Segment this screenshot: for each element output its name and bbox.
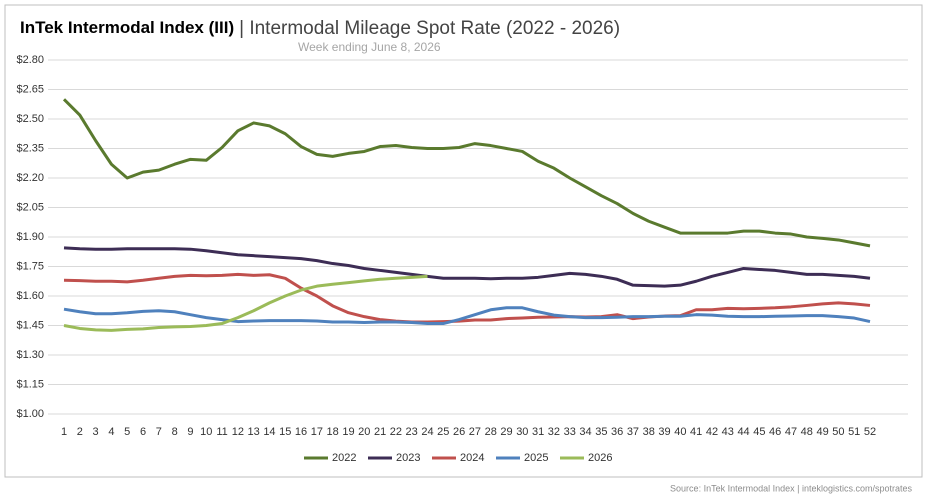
series-line bbox=[63, 306, 871, 326]
x-tick-label: 45 bbox=[753, 426, 765, 438]
x-tick-label: 18 bbox=[327, 426, 339, 438]
y-tick-label: $1.90 bbox=[16, 231, 44, 243]
x-tick-label: 26 bbox=[453, 426, 465, 438]
x-tick-label: 48 bbox=[801, 426, 813, 438]
series-line bbox=[63, 272, 871, 324]
x-tick-label: 21 bbox=[374, 426, 386, 438]
x-tick-label: 7 bbox=[156, 426, 162, 438]
x-tick-label: 30 bbox=[516, 426, 528, 438]
x-tick-label: 52 bbox=[864, 426, 876, 438]
x-tick-label: 20 bbox=[358, 426, 370, 438]
x-tick-label: 11 bbox=[216, 426, 227, 438]
x-tick-label: 15 bbox=[279, 426, 291, 438]
title-main: InTek Intermodal Index (III) bbox=[20, 18, 234, 37]
x-tick-label: 12 bbox=[232, 426, 244, 438]
series-line bbox=[63, 246, 871, 288]
legend-label: 2026 bbox=[588, 452, 612, 464]
y-tick-label: $1.00 bbox=[16, 408, 44, 420]
x-tick-label: 8 bbox=[172, 426, 178, 438]
x-tick-label: 2 bbox=[77, 426, 83, 438]
x-tick-label: 24 bbox=[421, 426, 433, 438]
y-tick-label: $2.05 bbox=[16, 201, 44, 213]
x-tick-label: 31 bbox=[532, 426, 544, 438]
x-tick-label: 38 bbox=[643, 426, 655, 438]
x-tick-label: 1 bbox=[61, 426, 67, 438]
y-tick-label: $2.35 bbox=[16, 142, 44, 154]
x-tick-label: 9 bbox=[187, 426, 193, 438]
x-tick-label: 35 bbox=[595, 426, 607, 438]
x-tick-label: 51 bbox=[848, 426, 860, 438]
x-tick-label: 29 bbox=[500, 426, 512, 438]
x-tick-label: 10 bbox=[200, 426, 212, 438]
y-tick-label: $2.80 bbox=[16, 54, 44, 66]
x-tick-label: 50 bbox=[832, 426, 844, 438]
y-tick-label: $1.45 bbox=[16, 319, 44, 331]
x-tick-label: 39 bbox=[658, 426, 670, 438]
x-tick-label: 37 bbox=[627, 426, 639, 438]
subtitle: Week ending June 8, 2026 bbox=[298, 40, 441, 54]
source: Source: InTek Intermodal Index | inteklo… bbox=[670, 483, 912, 493]
x-tick-label: 33 bbox=[564, 426, 576, 438]
x-tick-label: 17 bbox=[311, 426, 323, 438]
series-line bbox=[62, 98, 871, 248]
x-tick-label: 3 bbox=[93, 426, 99, 438]
x-tick-label: 40 bbox=[674, 426, 686, 438]
title-suffix: | Intermodal Mileage Spot Rate (2022 - 2… bbox=[239, 18, 620, 39]
legend-label: 2023 bbox=[396, 452, 420, 464]
y-tick-label: $2.65 bbox=[16, 83, 44, 95]
x-tick-label: 25 bbox=[437, 426, 449, 438]
y-tick-label: $2.50 bbox=[16, 113, 44, 125]
x-tick-label: 28 bbox=[485, 426, 497, 438]
x-tick-label: 4 bbox=[108, 426, 114, 438]
series-line bbox=[63, 274, 428, 332]
x-tick-label: 32 bbox=[548, 426, 560, 438]
x-tick-label: 42 bbox=[706, 426, 718, 438]
x-tick-label: 27 bbox=[469, 426, 481, 438]
x-tick-label: 34 bbox=[579, 426, 591, 438]
x-tick-label: 14 bbox=[263, 426, 275, 438]
x-tick-label: 46 bbox=[769, 426, 781, 438]
y-tick-label: $1.75 bbox=[16, 260, 44, 272]
x-tick-label: 41 bbox=[690, 426, 702, 438]
legend-label: 2025 bbox=[524, 452, 548, 464]
x-tick-label: 19 bbox=[342, 426, 354, 438]
chart-border bbox=[4, 4, 923, 478]
legend-label: 2024 bbox=[460, 452, 484, 464]
chart-title: InTek Intermodal Index (III) | Intermodal… bbox=[20, 18, 620, 39]
y-tick-label: $2.20 bbox=[16, 172, 44, 184]
x-tick-label: 22 bbox=[390, 426, 402, 438]
x-tick-label: 16 bbox=[295, 426, 307, 438]
x-tick-label: 36 bbox=[611, 426, 623, 438]
x-tick-label: 47 bbox=[785, 426, 797, 438]
x-tick-label: 44 bbox=[737, 426, 749, 438]
x-tick-label: 13 bbox=[248, 426, 260, 438]
y-tick-label: $1.30 bbox=[16, 349, 44, 361]
y-tick-label: $1.15 bbox=[16, 378, 44, 390]
x-tick-label: 23 bbox=[406, 426, 418, 438]
legend-label: 2022 bbox=[332, 452, 356, 464]
x-tick-label: 6 bbox=[140, 426, 146, 438]
x-tick-label: 49 bbox=[816, 426, 828, 438]
x-tick-label: 5 bbox=[124, 426, 130, 438]
y-tick-label: $1.60 bbox=[16, 290, 44, 302]
x-tick-label: 43 bbox=[722, 426, 734, 438]
